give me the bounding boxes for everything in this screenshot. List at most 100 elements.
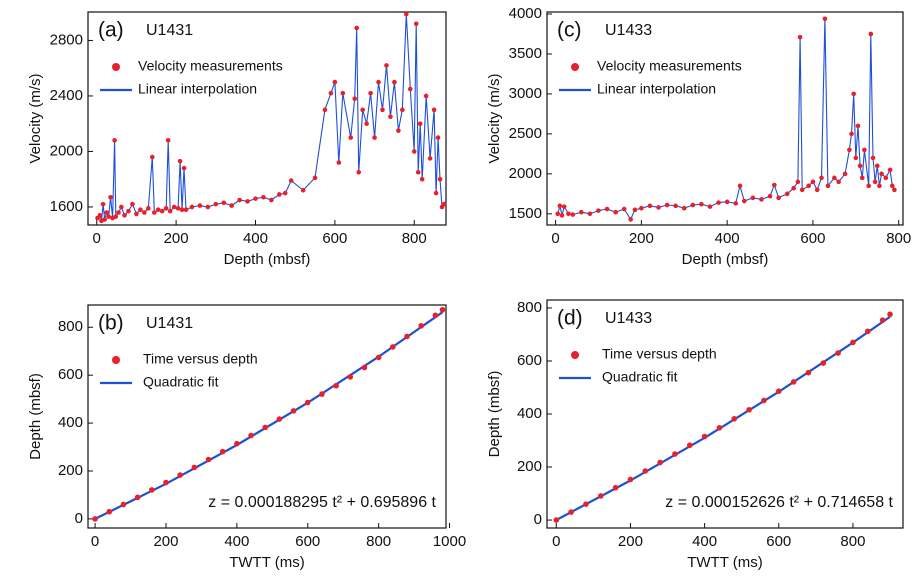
point (568, 509, 574, 515)
y-tick-label: 800 (517, 299, 542, 316)
point (112, 138, 117, 143)
y-tick-label: 200 (517, 458, 542, 475)
point (850, 339, 856, 346)
point (621, 206, 627, 212)
point (733, 201, 739, 206)
point (874, 163, 880, 169)
point (300, 188, 306, 193)
point (439, 306, 446, 313)
legend-label: Quadratic fit (143, 374, 219, 390)
point (248, 432, 254, 439)
point (814, 187, 820, 193)
point (877, 183, 882, 189)
point (822, 16, 828, 22)
point (889, 183, 895, 189)
point (221, 200, 227, 206)
point (790, 379, 797, 385)
point (799, 187, 805, 193)
point (857, 163, 863, 169)
point (557, 203, 563, 209)
plot-frame (87, 11, 447, 226)
point (384, 63, 389, 68)
point (120, 501, 127, 508)
point (328, 90, 334, 96)
point (836, 179, 841, 185)
point (138, 207, 143, 213)
legend-label: Quadratic fit (602, 369, 678, 385)
legend-marker (571, 63, 579, 71)
point (237, 197, 242, 203)
point (108, 194, 113, 200)
point (642, 468, 649, 474)
point (433, 190, 439, 196)
legend-label: Time versus depth (602, 346, 717, 362)
point (819, 175, 824, 181)
point (312, 175, 318, 181)
point (197, 203, 203, 208)
y-axis-label: Depth (mbsf) (486, 371, 503, 458)
y-tick-label: 400 (517, 405, 542, 422)
point (853, 155, 859, 161)
point (134, 211, 139, 217)
point (795, 179, 801, 185)
point (269, 197, 274, 203)
point (639, 205, 644, 211)
point (380, 107, 385, 113)
point (92, 516, 98, 522)
point (716, 424, 723, 431)
point (411, 149, 417, 154)
point (290, 408, 297, 414)
point (276, 416, 283, 422)
point (163, 206, 169, 211)
point (596, 208, 601, 213)
legend-label: Velocity measurements (138, 58, 283, 74)
point (404, 11, 409, 17)
point (392, 79, 397, 85)
point (775, 388, 782, 395)
point (432, 312, 439, 319)
point (431, 107, 437, 113)
point (870, 155, 876, 161)
point (437, 176, 443, 182)
point (681, 205, 687, 211)
point (191, 464, 198, 471)
equation: z = 0.000188295 t² + 0.695896 t (208, 494, 436, 511)
y-tick-label: 800 (58, 318, 83, 335)
point (234, 440, 240, 447)
point (332, 79, 338, 85)
point (579, 209, 584, 215)
point (776, 195, 781, 201)
x-tick-label: 400 (715, 230, 740, 247)
legend-marker (112, 63, 120, 71)
x-tick-label: 600 (295, 533, 320, 550)
point (151, 210, 157, 215)
point (336, 160, 342, 165)
point (657, 459, 663, 466)
point (587, 211, 593, 217)
point (628, 217, 633, 222)
point (570, 212, 576, 217)
point (368, 90, 373, 96)
point (388, 114, 393, 120)
point (407, 86, 413, 92)
point (376, 79, 381, 85)
x-tick-label: 200 (618, 533, 643, 550)
point (862, 147, 867, 153)
point (656, 205, 661, 210)
x-tick-label: 800 (402, 230, 427, 247)
x-tick-label: 0 (551, 230, 559, 247)
y-tick-label: 600 (517, 352, 542, 369)
x-tick-label: 200 (629, 230, 654, 247)
y-tick-label: 4000 (509, 5, 542, 22)
y-tick-label: 0 (75, 510, 83, 527)
y-tick-label: 600 (58, 366, 83, 383)
point (354, 25, 359, 31)
point (360, 107, 365, 113)
point (229, 203, 234, 208)
point (288, 178, 294, 183)
panel-title: U1433 (605, 310, 652, 327)
x-tick-label: 0 (91, 533, 99, 550)
point (441, 201, 447, 207)
point (418, 323, 424, 329)
point (859, 175, 865, 181)
